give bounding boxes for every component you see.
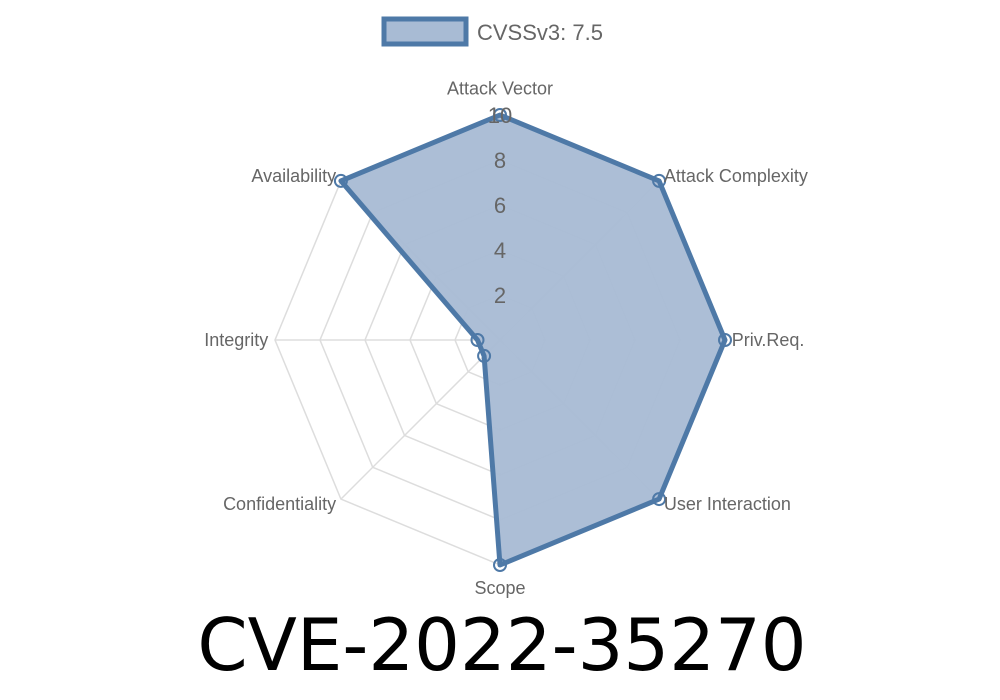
tick-label: 4 — [494, 238, 506, 263]
legend-swatch — [381, 16, 469, 47]
cve-title: CVE-2022-35270 — [197, 603, 806, 687]
data-point — [652, 492, 667, 507]
data-point — [477, 348, 492, 363]
axis-label: Integrity — [204, 330, 268, 350]
series-area — [338, 112, 728, 568]
data-point — [333, 173, 348, 188]
grid-spoke — [340, 339, 501, 500]
axis-label: Availability — [251, 166, 336, 186]
axis-label: Confidentiality — [223, 494, 336, 514]
axis-label: User Interaction — [664, 494, 791, 514]
legend: CVSSv3: 7.5 — [381, 16, 603, 47]
data-point — [493, 108, 507, 122]
tick-label: 6 — [494, 193, 506, 218]
axis-label: Attack Vector — [447, 78, 553, 98]
tick-label: 2 — [494, 283, 506, 308]
legend-label: CVSSv3: 7.5 — [477, 20, 603, 45]
tick-label: 8 — [494, 148, 506, 173]
data-point — [470, 333, 485, 347]
axis-label: Priv.Req. — [732, 330, 805, 350]
tick-label: 10 — [488, 103, 512, 128]
data-point — [493, 558, 507, 572]
data-point — [652, 173, 667, 188]
data-point — [718, 333, 732, 347]
axis-label: Attack Complexity — [664, 166, 808, 186]
axis-label: Scope — [474, 578, 525, 598]
